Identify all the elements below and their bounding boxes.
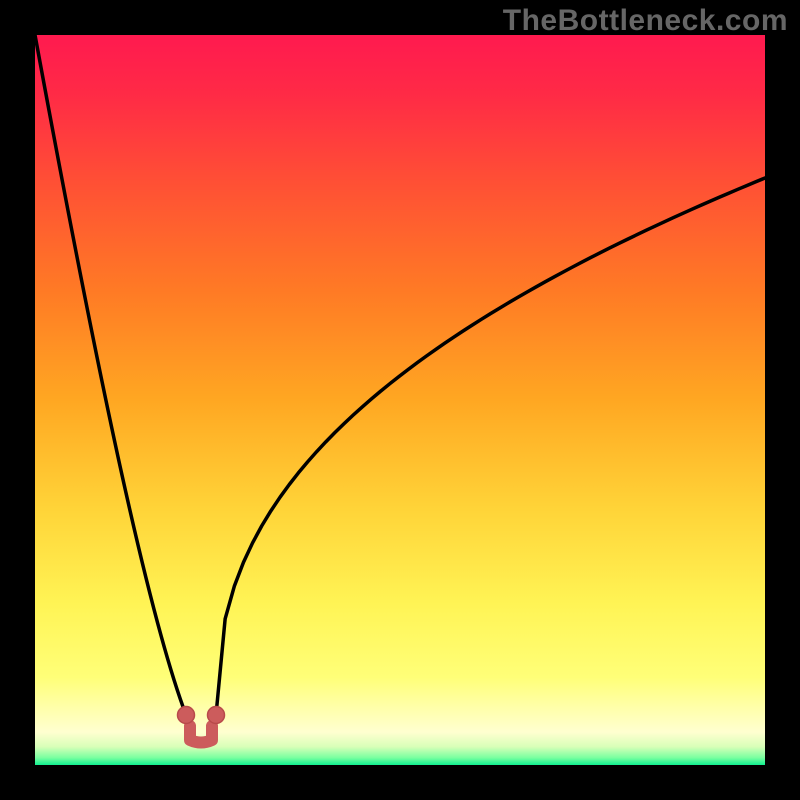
dip-marker-dot-0: [178, 707, 195, 724]
chart-stage: TheBottleneck.com: [0, 0, 800, 800]
watermark-text: TheBottleneck.com: [503, 4, 788, 38]
dip-marker-dot-1: [208, 707, 225, 724]
gradient-background: [35, 35, 765, 765]
bottleneck-curve-chart: [0, 0, 800, 800]
